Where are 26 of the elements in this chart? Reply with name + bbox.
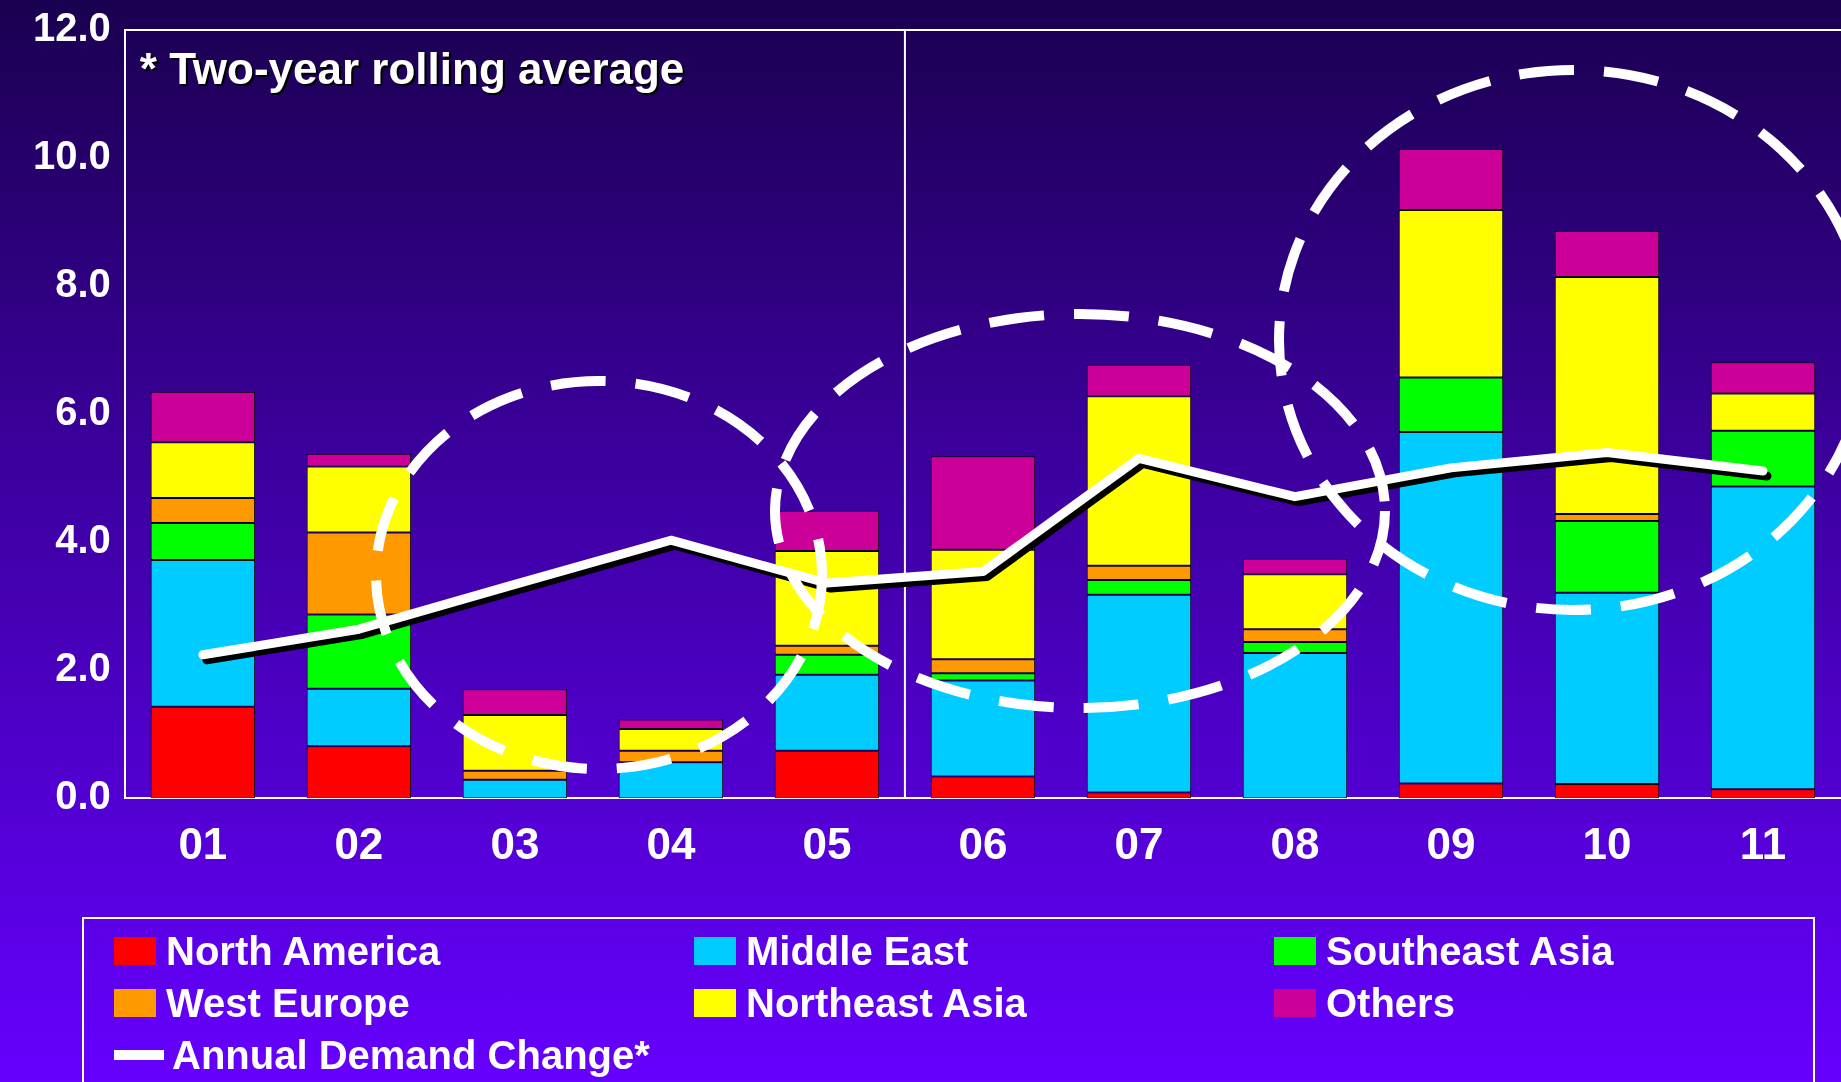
legend-label: North America [166, 928, 441, 974]
y-tick-label: 8.0 [55, 261, 111, 306]
x-tick-label: 07 [1114, 818, 1164, 868]
y-tick-label: 0.0 [55, 773, 111, 818]
legend-label: Middle East [746, 928, 969, 974]
x-tick-label: 02 [334, 818, 384, 868]
legend-label: Others [1326, 980, 1455, 1026]
y-tick-label: 4.0 [55, 517, 111, 562]
x-tick-label: 05 [802, 818, 852, 868]
x-tick-label: 03 [490, 818, 540, 868]
y-tick-label: 6.0 [55, 389, 111, 434]
legend-label: West Europe [166, 980, 410, 1026]
x-tick-label: 01 [178, 818, 228, 868]
x-tick-label: 09 [1426, 818, 1476, 868]
legend-label: Southeast Asia [1326, 928, 1614, 974]
x-tick-label: 08 [1270, 818, 1320, 868]
x-tick-label: 11 [1739, 818, 1787, 868]
legend-label: Northeast Asia [746, 980, 1027, 1026]
annotation: * Two-year rolling average [139, 44, 685, 94]
y-tick-label: 10.0 [32, 133, 111, 178]
y-tick-label: 12.0 [32, 5, 111, 50]
x-tick-label: 06 [958, 818, 1008, 868]
x-tick-label: 10 [1582, 818, 1632, 868]
legend-label: Annual Demand Change* [172, 1032, 650, 1078]
x-tick-label: 04 [646, 818, 696, 868]
y-tick-label: 2.0 [55, 645, 111, 690]
